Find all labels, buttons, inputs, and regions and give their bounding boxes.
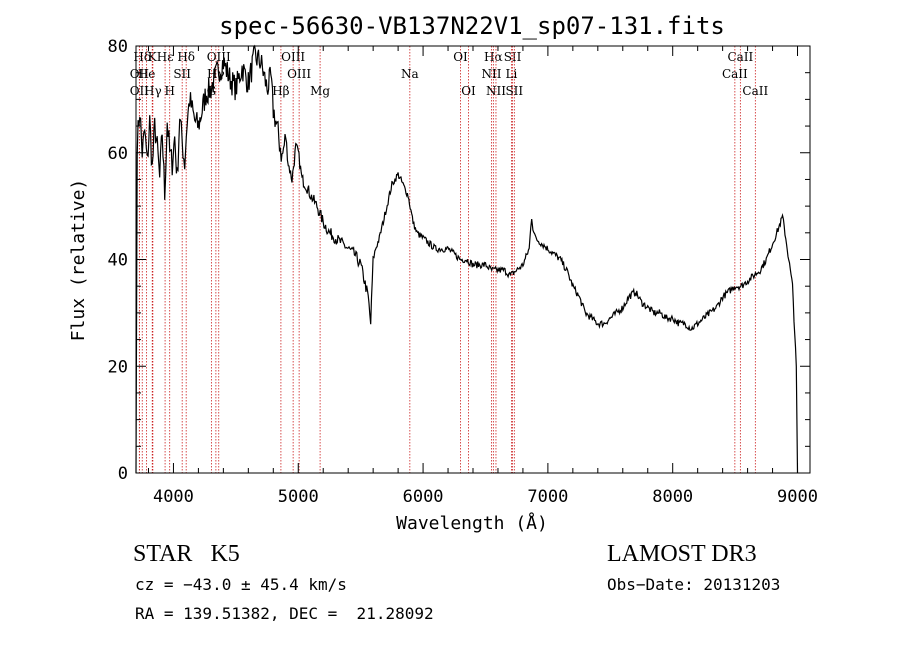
survey-label: LAMOST DR3 <box>607 541 757 567</box>
spectral-class: STAR K5 <box>133 541 240 568</box>
y-tick-label: 20 <box>108 357 128 377</box>
emission-line-label: Hγ <box>144 84 162 98</box>
emission-line-label: OIII <box>281 50 305 64</box>
y-tick-label: 80 <box>108 37 128 57</box>
emission-line-label: SII <box>505 84 523 98</box>
y-tick-label: 60 <box>108 144 128 164</box>
chart-title: spec-56630-VB137N22V1_sp07-131.fits <box>219 12 725 40</box>
x-tick-label: 9000 <box>777 487 818 507</box>
emission-line-label: Na <box>401 67 419 81</box>
y-axis-label: Flux (relative) <box>68 179 89 342</box>
emission-line-label: NII <box>486 84 506 98</box>
emission-line-label: NII <box>481 67 501 81</box>
emission-line-label: Li <box>506 67 518 81</box>
emission-line-label: OII <box>130 84 150 98</box>
emission-line-label: Hα <box>484 50 503 64</box>
emission-line-label: K <box>148 50 158 64</box>
y-tick-label: 0 <box>118 464 128 484</box>
x-tick-label: 8000 <box>652 487 693 507</box>
emission-line-label: CaII <box>727 50 753 64</box>
emission-line-label: CaII <box>722 67 748 81</box>
emission-line-label: Mg <box>310 84 330 98</box>
subclass-label: K5 <box>210 541 240 567</box>
emission-line-label: CaII <box>742 84 768 98</box>
emission-line-label: Hβ <box>272 84 289 98</box>
emission-line-label: OIII <box>287 67 311 81</box>
emission-line-label: OI <box>461 84 476 98</box>
obs-date-label: Obs−Date: 20131203 <box>607 575 781 594</box>
plot-frame <box>135 45 811 474</box>
x-tick-label: 5000 <box>278 487 319 507</box>
class-label: STAR <box>133 541 193 567</box>
y-tick-label: 40 <box>108 251 128 271</box>
x-tick-label: 4000 <box>153 487 194 507</box>
emission-line-label: H <box>164 84 174 98</box>
x-axis: 4000 5000 6000 7000 8000 9000 <box>147 46 818 507</box>
emission-line-label: Hδ <box>177 50 195 64</box>
coords-label: RA = 139.51382, DEC = 21.28092 <box>135 604 434 623</box>
redshift-label: cz = −43.0 ± 45.4 km/s <box>135 575 347 594</box>
emission-line-label: OI <box>453 50 468 64</box>
emission-line-label: SII <box>173 67 191 81</box>
x-axis-label: Wavelength (Å) <box>396 512 548 534</box>
y-axis: 0 20 40 60 80 <box>108 37 810 484</box>
emission-line-label: He <box>138 67 156 81</box>
emission-line-label: SII <box>504 50 522 64</box>
x-tick-label: 6000 <box>403 487 444 507</box>
emission-line-label: Hε <box>157 50 174 64</box>
spectrum-line <box>135 44 799 474</box>
x-tick-label: 7000 <box>527 487 568 507</box>
